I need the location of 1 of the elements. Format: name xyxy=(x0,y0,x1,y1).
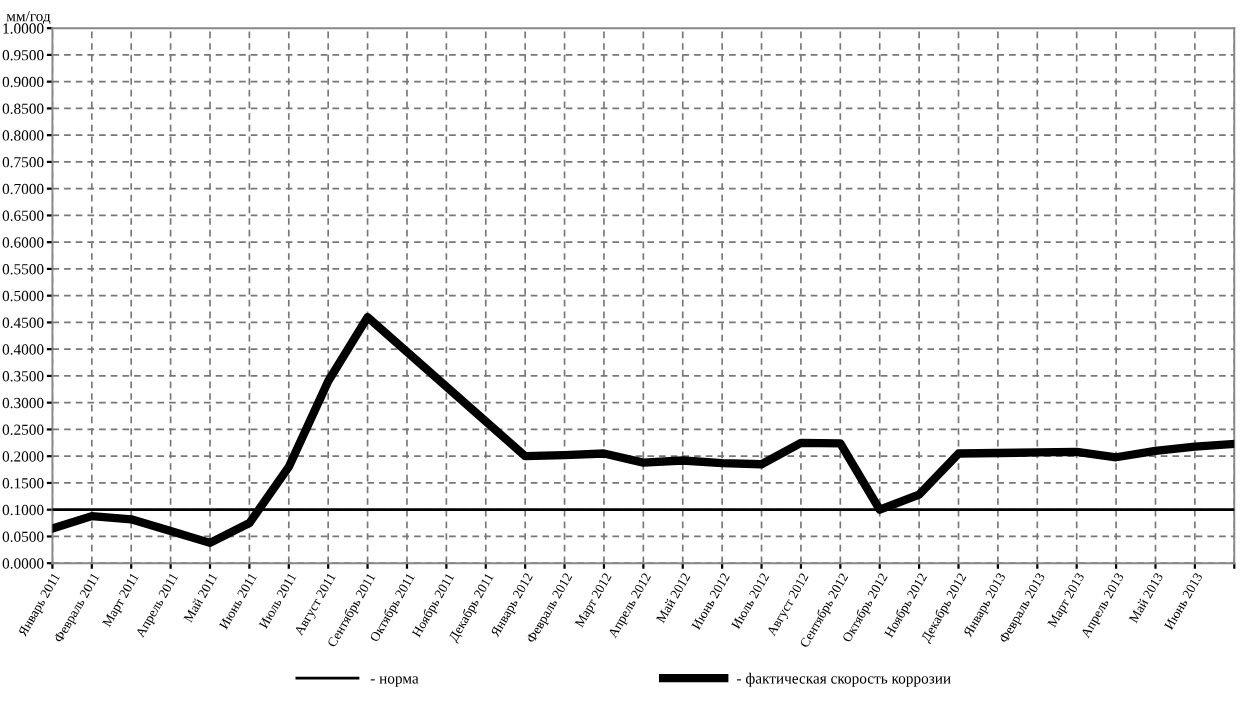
line-series xyxy=(52,312,1235,548)
